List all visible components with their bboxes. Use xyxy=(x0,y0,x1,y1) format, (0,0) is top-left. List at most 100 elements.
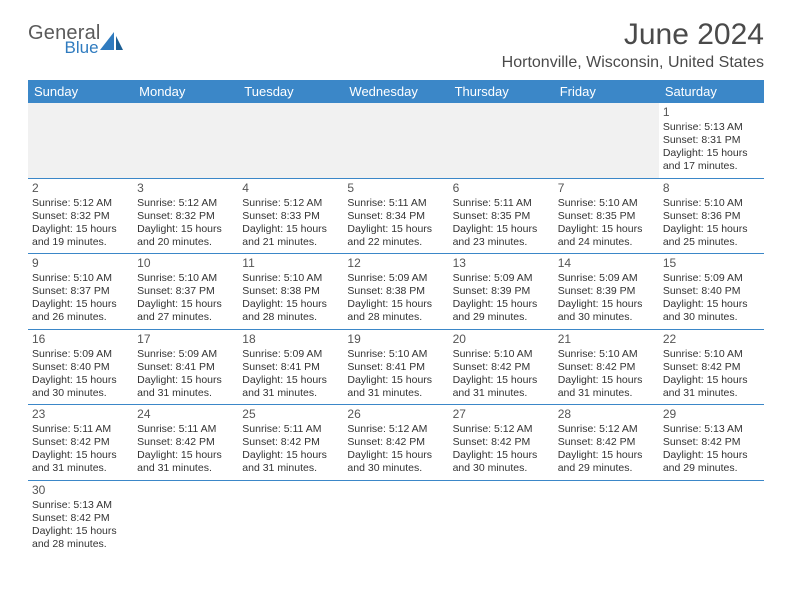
calendar-cell: 18Sunrise: 5:09 AMSunset: 8:41 PMDayligh… xyxy=(238,329,343,405)
calendar-cell: 20Sunrise: 5:10 AMSunset: 8:42 PMDayligh… xyxy=(449,329,554,405)
calendar-row: 23Sunrise: 5:11 AMSunset: 8:42 PMDayligh… xyxy=(28,405,764,481)
day-header: Monday xyxy=(133,80,238,103)
day-number: 21 xyxy=(558,332,655,347)
daylight-text: Daylight: 15 hours xyxy=(663,449,760,462)
day-number: 7 xyxy=(558,181,655,196)
sunrise-text: Sunrise: 5:12 AM xyxy=(453,423,550,436)
calendar-cell xyxy=(238,480,343,555)
calendar-cell: 12Sunrise: 5:09 AMSunset: 8:38 PMDayligh… xyxy=(343,254,448,330)
sunset-text: Sunset: 8:42 PM xyxy=(137,436,234,449)
daylight-text: and 31 minutes. xyxy=(663,387,760,400)
calendar-cell xyxy=(133,480,238,555)
calendar-row: 9Sunrise: 5:10 AMSunset: 8:37 PMDaylight… xyxy=(28,254,764,330)
sunrise-text: Sunrise: 5:10 AM xyxy=(242,272,339,285)
daylight-text: Daylight: 15 hours xyxy=(663,147,760,160)
day-number: 8 xyxy=(663,181,760,196)
daylight-text: Daylight: 15 hours xyxy=(32,298,129,311)
daylight-text: Daylight: 15 hours xyxy=(347,374,444,387)
calendar-cell: 25Sunrise: 5:11 AMSunset: 8:42 PMDayligh… xyxy=(238,405,343,481)
month-title: June 2024 xyxy=(502,18,764,52)
sunset-text: Sunset: 8:42 PM xyxy=(32,436,129,449)
daylight-text: Daylight: 15 hours xyxy=(558,449,655,462)
daylight-text: and 17 minutes. xyxy=(663,160,760,173)
day-number: 14 xyxy=(558,256,655,271)
calendar-cell xyxy=(449,103,554,178)
sunset-text: Sunset: 8:35 PM xyxy=(558,210,655,223)
day-number: 23 xyxy=(32,407,129,422)
calendar-cell: 5Sunrise: 5:11 AMSunset: 8:34 PMDaylight… xyxy=(343,178,448,254)
calendar-cell: 10Sunrise: 5:10 AMSunset: 8:37 PMDayligh… xyxy=(133,254,238,330)
calendar-cell: 22Sunrise: 5:10 AMSunset: 8:42 PMDayligh… xyxy=(659,329,764,405)
sunrise-text: Sunrise: 5:10 AM xyxy=(347,348,444,361)
day-number: 10 xyxy=(137,256,234,271)
sunset-text: Sunset: 8:37 PM xyxy=(32,285,129,298)
day-number: 2 xyxy=(32,181,129,196)
sunrise-text: Sunrise: 5:11 AM xyxy=(137,423,234,436)
daylight-text: Daylight: 15 hours xyxy=(558,223,655,236)
logo-text: General Blue xyxy=(28,24,101,55)
calendar-row: 2Sunrise: 5:12 AMSunset: 8:32 PMDaylight… xyxy=(28,178,764,254)
sunrise-text: Sunrise: 5:11 AM xyxy=(453,197,550,210)
sunrise-text: Sunrise: 5:12 AM xyxy=(558,423,655,436)
daylight-text: Daylight: 15 hours xyxy=(32,223,129,236)
daylight-text: Daylight: 15 hours xyxy=(137,298,234,311)
calendar-cell: 4Sunrise: 5:12 AMSunset: 8:33 PMDaylight… xyxy=(238,178,343,254)
calendar-cell: 8Sunrise: 5:10 AMSunset: 8:36 PMDaylight… xyxy=(659,178,764,254)
day-number: 3 xyxy=(137,181,234,196)
daylight-text: and 28 minutes. xyxy=(242,311,339,324)
sunset-text: Sunset: 8:40 PM xyxy=(663,285,760,298)
daylight-text: Daylight: 15 hours xyxy=(347,298,444,311)
daylight-text: Daylight: 15 hours xyxy=(558,298,655,311)
calendar-cell: 17Sunrise: 5:09 AMSunset: 8:41 PMDayligh… xyxy=(133,329,238,405)
calendar-cell xyxy=(343,480,448,555)
daylight-text: Daylight: 15 hours xyxy=(347,223,444,236)
day-number: 28 xyxy=(558,407,655,422)
sunset-text: Sunset: 8:42 PM xyxy=(32,512,129,525)
sunrise-text: Sunrise: 5:10 AM xyxy=(137,272,234,285)
calendar-cell: 11Sunrise: 5:10 AMSunset: 8:38 PMDayligh… xyxy=(238,254,343,330)
sunrise-text: Sunrise: 5:13 AM xyxy=(32,499,129,512)
calendar-cell: 29Sunrise: 5:13 AMSunset: 8:42 PMDayligh… xyxy=(659,405,764,481)
sunset-text: Sunset: 8:42 PM xyxy=(558,436,655,449)
daylight-text: and 30 minutes. xyxy=(663,311,760,324)
calendar-cell: 14Sunrise: 5:09 AMSunset: 8:39 PMDayligh… xyxy=(554,254,659,330)
day-number: 13 xyxy=(453,256,550,271)
day-number: 17 xyxy=(137,332,234,347)
sunset-text: Sunset: 8:42 PM xyxy=(453,361,550,374)
daylight-text: and 31 minutes. xyxy=(347,387,444,400)
daylight-text: Daylight: 15 hours xyxy=(137,449,234,462)
day-number: 12 xyxy=(347,256,444,271)
sunset-text: Sunset: 8:42 PM xyxy=(453,436,550,449)
logo: General Blue xyxy=(28,18,125,55)
daylight-text: and 31 minutes. xyxy=(558,387,655,400)
calendar-cell: 27Sunrise: 5:12 AMSunset: 8:42 PMDayligh… xyxy=(449,405,554,481)
day-header: Friday xyxy=(554,80,659,103)
calendar-cell xyxy=(133,103,238,178)
logo-blue-text: Blue xyxy=(65,40,99,55)
daylight-text: Daylight: 15 hours xyxy=(242,298,339,311)
daylight-text: and 30 minutes. xyxy=(347,462,444,475)
sunrise-text: Sunrise: 5:13 AM xyxy=(663,121,760,134)
sunrise-text: Sunrise: 5:12 AM xyxy=(242,197,339,210)
daylight-text: and 31 minutes. xyxy=(242,387,339,400)
calendar-cell: 1Sunrise: 5:13 AMSunset: 8:31 PMDaylight… xyxy=(659,103,764,178)
day-number: 20 xyxy=(453,332,550,347)
sunrise-text: Sunrise: 5:09 AM xyxy=(453,272,550,285)
sail-icon xyxy=(99,30,125,52)
day-number: 26 xyxy=(347,407,444,422)
daylight-text: Daylight: 15 hours xyxy=(453,449,550,462)
sunset-text: Sunset: 8:34 PM xyxy=(347,210,444,223)
daylight-text: Daylight: 15 hours xyxy=(663,223,760,236)
daylight-text: Daylight: 15 hours xyxy=(32,525,129,538)
daylight-text: and 19 minutes. xyxy=(32,236,129,249)
daylight-text: Daylight: 15 hours xyxy=(242,449,339,462)
sunset-text: Sunset: 8:42 PM xyxy=(242,436,339,449)
day-number: 19 xyxy=(347,332,444,347)
sunset-text: Sunset: 8:41 PM xyxy=(242,361,339,374)
sunrise-text: Sunrise: 5:12 AM xyxy=(137,197,234,210)
daylight-text: and 29 minutes. xyxy=(558,462,655,475)
sunset-text: Sunset: 8:42 PM xyxy=(558,361,655,374)
sunrise-text: Sunrise: 5:13 AM xyxy=(663,423,760,436)
daylight-text: and 27 minutes. xyxy=(137,311,234,324)
daylight-text: Daylight: 15 hours xyxy=(347,449,444,462)
